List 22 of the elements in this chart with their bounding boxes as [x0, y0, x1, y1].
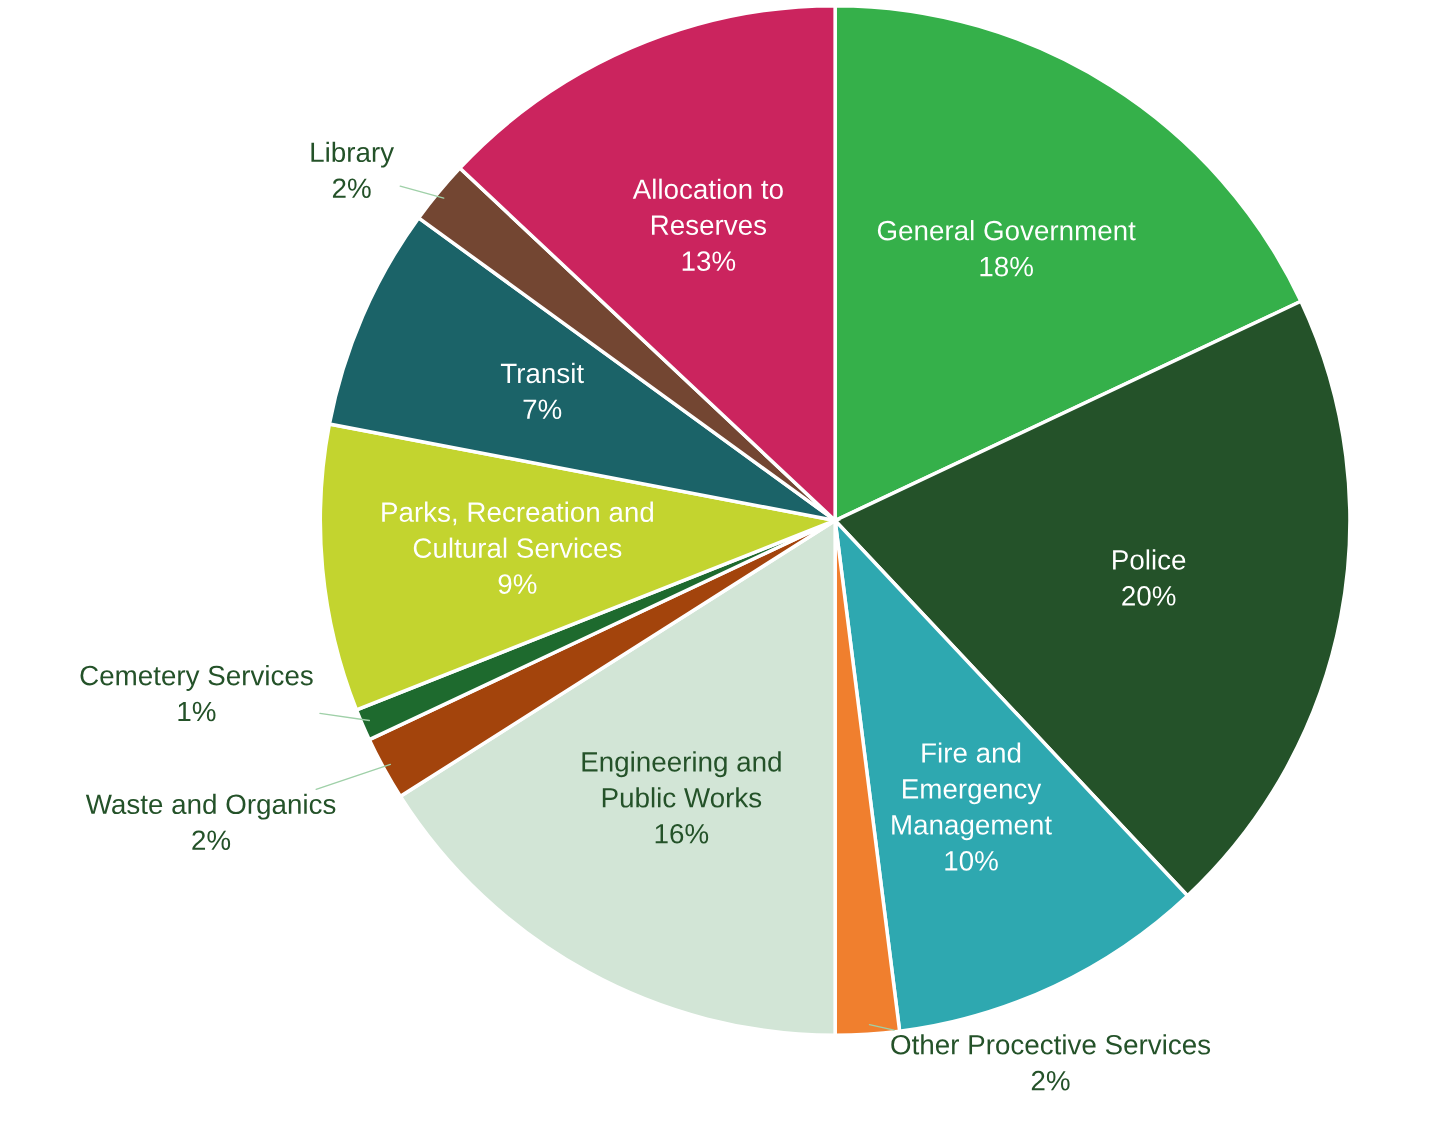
data-label: 7% [523, 399, 562, 420]
data-label: 13% [682, 251, 736, 271]
data-label: 10% [945, 850, 998, 871]
slice-label: Cemetery Services [80, 665, 313, 691]
slice-label: Fire and Emergency Management [892, 742, 1052, 841]
data-label: 16% [655, 823, 709, 844]
slice-label: Other Procective Services [891, 1034, 1211, 1055]
slice-label: General Government [877, 220, 1136, 241]
data-label: 20% [1122, 586, 1176, 606]
data-label: 9% [498, 574, 537, 594]
data-label: 1% [178, 701, 216, 722]
data-label: 2% [1031, 1070, 1070, 1091]
slice-label: Parks, Recreation and Cultural Services [382, 501, 653, 558]
data-label: 2% [192, 830, 231, 850]
slice-label: Transit [500, 362, 584, 384]
data-label: 2% [332, 178, 371, 198]
slice-label: Allocation to Reserves [632, 178, 783, 235]
data-label: 18% [980, 256, 1033, 277]
slice-label: Engineering and Public Works [582, 751, 781, 808]
slice-label: Waste and Organics [85, 793, 336, 820]
slice-label: Library [311, 141, 395, 168]
slice-label: Police [1113, 549, 1186, 570]
